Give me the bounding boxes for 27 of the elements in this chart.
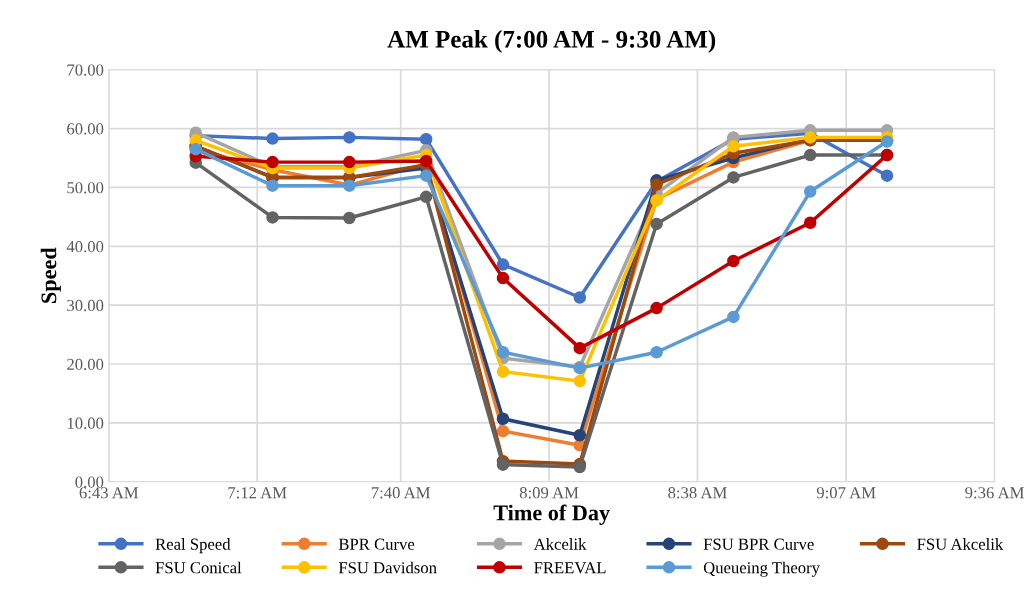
y-tick-label: 10.00	[67, 417, 104, 429]
y-tick-label: 50.00	[67, 182, 104, 194]
x-tick-label: 6:43 AM	[79, 487, 139, 499]
x-tick-label: 7:12 AM	[228, 487, 287, 499]
chart-title: AM Peak (7:00 AM - 9:30 AM)	[387, 30, 716, 53]
y-tick-label: 20.00	[67, 358, 104, 371]
legend-label: FSU Davidson	[338, 561, 437, 574]
legend-label: BPR Curve	[338, 538, 415, 550]
y-tick-label: 30.00	[67, 299, 104, 312]
y-axis-title: Speed	[40, 247, 61, 303]
x-tick-label: 9:07 AM	[816, 487, 876, 499]
y-tick-label: 0.00	[75, 476, 104, 488]
legend-label: Akcelik	[533, 538, 587, 550]
x-tick-label: 9:36 AM	[965, 487, 1024, 499]
x-axis-title: Time of Day	[493, 504, 610, 525]
legend-label: FSU Akcelik	[917, 538, 1004, 550]
y-tick-label: 70.00	[67, 64, 104, 76]
y-tick-label: 40.00	[66, 240, 104, 253]
y-tick-label: 60.00	[67, 123, 104, 135]
legend-label: FREEVAL	[534, 562, 606, 574]
x-tick-label: 7:40 AM	[371, 487, 431, 499]
x-tick-label: 8:38 AM	[668, 487, 727, 499]
legend-label: Queueing Theory	[703, 561, 820, 577]
legend-label: FSU BPR Curve	[703, 538, 814, 550]
legend-label: Real Speed	[155, 538, 231, 554]
x-tick-label: 8:09 AM	[519, 487, 579, 499]
legend-label: FSU Conical	[155, 561, 242, 574]
